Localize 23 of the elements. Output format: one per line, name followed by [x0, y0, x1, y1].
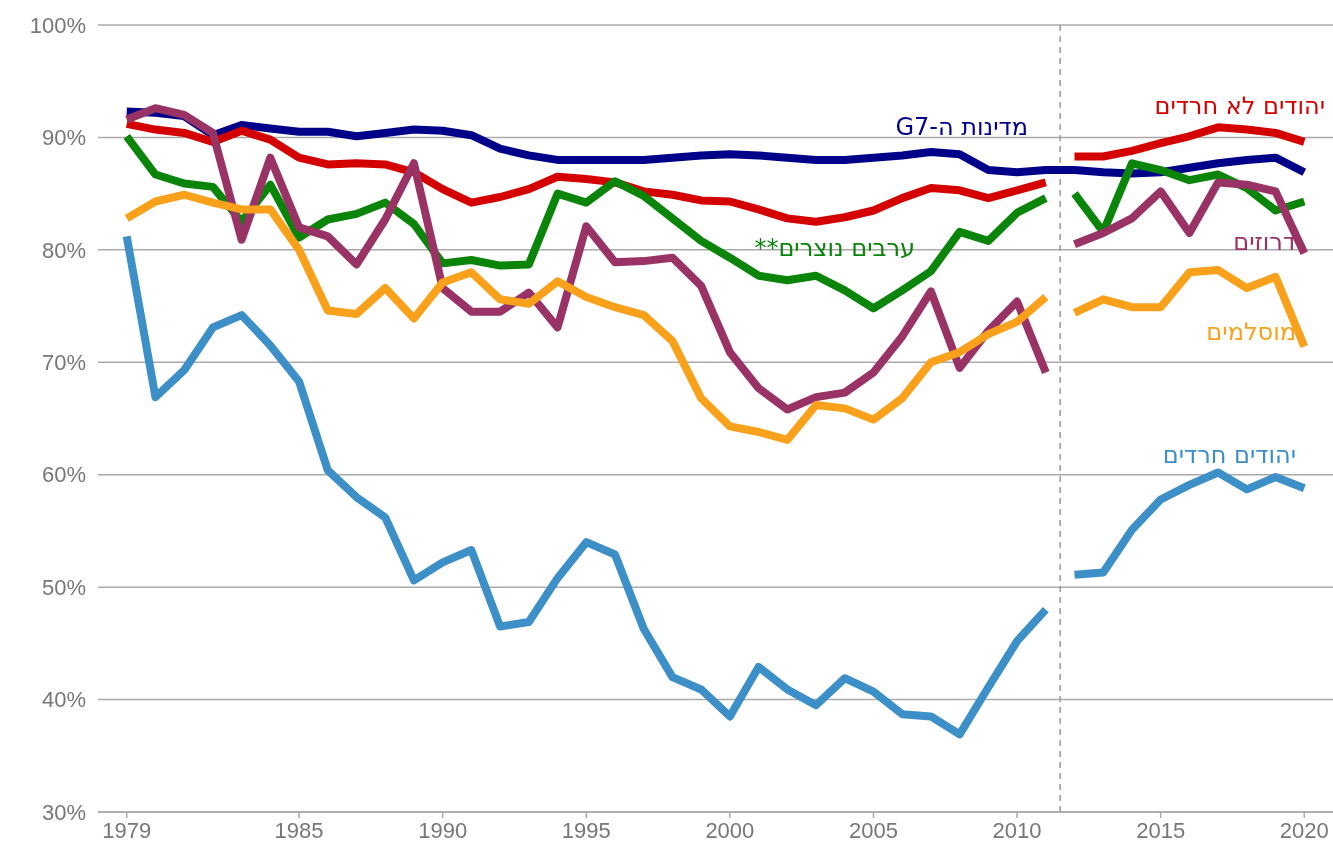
x-tick-label: 1985 — [274, 818, 324, 843]
y-tick-label: 60% — [41, 462, 86, 488]
y-tick-label: 40% — [41, 687, 86, 713]
y-tick-label: 30% — [41, 799, 86, 825]
y-tick-label: 70% — [41, 349, 86, 375]
x-tick-label: 1995 — [561, 818, 611, 843]
x-tick-label: 2005 — [848, 818, 898, 843]
x-tick-label: 1990 — [418, 818, 468, 843]
x-tick-label: 2015 — [1136, 818, 1186, 843]
y-tick-label: 50% — [41, 574, 86, 600]
x-tick-label: 2000 — [705, 818, 755, 843]
series-label: ערבים נוצרים** — [754, 234, 915, 262]
series-label: דרוזים — [1233, 228, 1296, 256]
x-tick-label: 2010 — [992, 818, 1042, 843]
y-tick-label: 80% — [41, 237, 86, 263]
y-tick-label: 90% — [41, 125, 86, 151]
series-label: יהודים חרדים — [1162, 441, 1296, 469]
x-tick-label: 2020 — [1279, 818, 1329, 843]
series-label: יהודים לא חרדים — [1154, 92, 1325, 120]
series-label: מדינות ה-G7 — [895, 113, 1028, 141]
x-tick-label: 1979 — [102, 818, 152, 843]
series-label: מוסלמים — [1206, 318, 1296, 346]
y-tick-label: 100% — [29, 12, 86, 38]
